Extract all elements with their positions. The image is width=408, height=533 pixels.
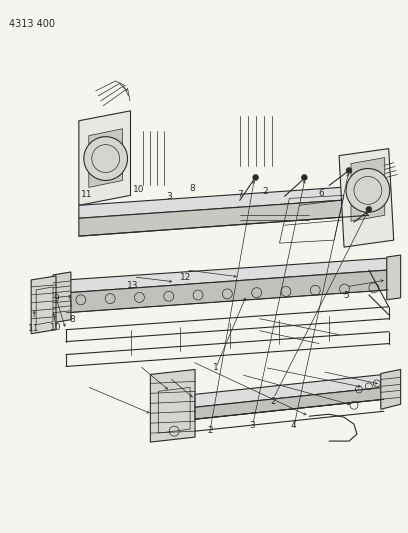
Polygon shape bbox=[387, 255, 401, 300]
Text: 10: 10 bbox=[50, 323, 62, 332]
Circle shape bbox=[346, 167, 352, 173]
Text: 2: 2 bbox=[207, 426, 213, 435]
Polygon shape bbox=[79, 111, 131, 205]
Text: 10: 10 bbox=[133, 185, 145, 194]
Text: 3: 3 bbox=[167, 192, 173, 201]
Polygon shape bbox=[195, 375, 384, 407]
Polygon shape bbox=[339, 149, 394, 247]
Polygon shape bbox=[381, 369, 401, 409]
Polygon shape bbox=[351, 158, 385, 221]
Text: 4: 4 bbox=[290, 421, 296, 430]
Text: 11: 11 bbox=[28, 324, 40, 333]
Polygon shape bbox=[151, 369, 195, 442]
Polygon shape bbox=[79, 185, 369, 218]
Text: 8: 8 bbox=[69, 315, 75, 324]
Circle shape bbox=[346, 168, 390, 212]
Text: 11: 11 bbox=[81, 190, 92, 199]
Text: 7: 7 bbox=[237, 190, 243, 199]
Circle shape bbox=[84, 136, 128, 181]
Circle shape bbox=[253, 174, 259, 181]
Polygon shape bbox=[66, 258, 389, 293]
Text: 12: 12 bbox=[180, 272, 191, 281]
Text: 2: 2 bbox=[270, 397, 276, 406]
Text: 13: 13 bbox=[127, 280, 139, 289]
Text: 9: 9 bbox=[53, 294, 59, 303]
Text: 2: 2 bbox=[262, 187, 268, 196]
Polygon shape bbox=[53, 272, 71, 322]
Text: 5: 5 bbox=[343, 291, 349, 300]
Polygon shape bbox=[31, 276, 56, 334]
Polygon shape bbox=[66, 270, 389, 313]
Text: 8: 8 bbox=[189, 183, 195, 192]
Circle shape bbox=[366, 206, 372, 212]
Circle shape bbox=[302, 174, 307, 181]
Text: 4313 400: 4313 400 bbox=[9, 19, 55, 29]
Polygon shape bbox=[195, 387, 384, 419]
Polygon shape bbox=[79, 198, 369, 236]
Text: 3: 3 bbox=[250, 421, 255, 430]
Text: 6: 6 bbox=[319, 189, 324, 198]
Text: 1: 1 bbox=[213, 363, 219, 372]
Polygon shape bbox=[89, 129, 122, 188]
